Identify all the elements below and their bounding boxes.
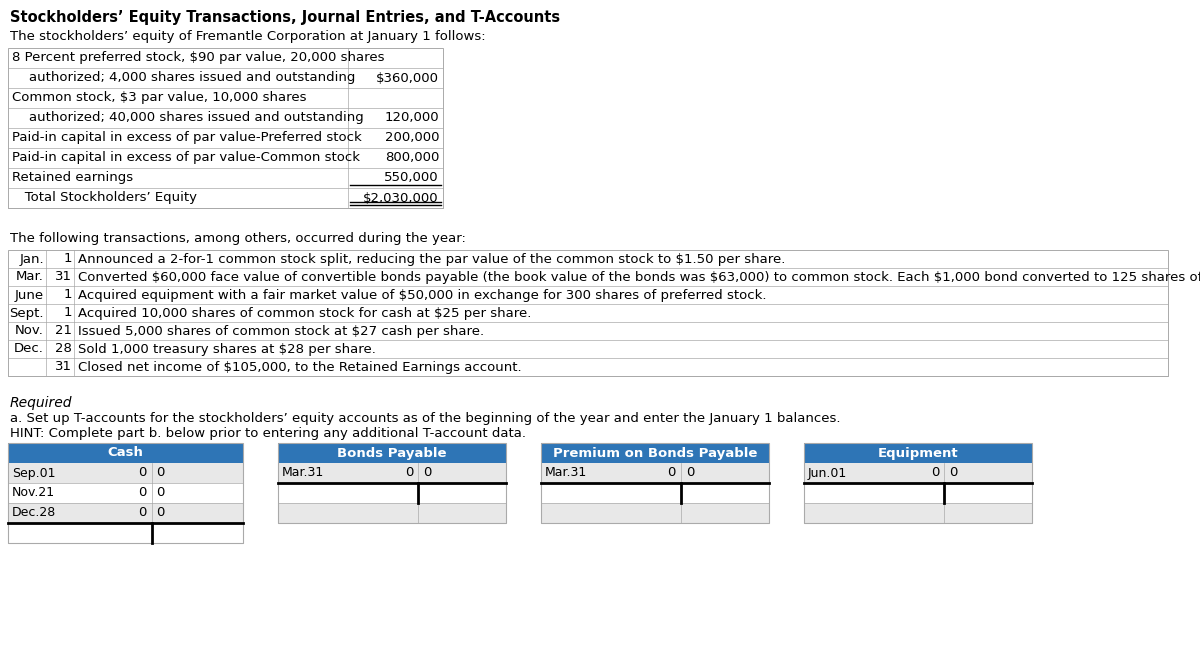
Text: 200,000: 200,000: [384, 132, 439, 145]
Text: 0: 0: [138, 487, 146, 500]
Text: 1: 1: [64, 288, 72, 301]
Bar: [278, 503, 506, 523]
Text: Retained earnings: Retained earnings: [12, 172, 133, 185]
Text: 0: 0: [667, 466, 676, 479]
Text: Mar.: Mar.: [16, 271, 44, 284]
Text: Premium on Bonds Payable: Premium on Bonds Payable: [553, 447, 757, 460]
Text: 0: 0: [931, 466, 940, 479]
Text: Jun.01: Jun.01: [808, 466, 847, 479]
Text: Dec.28: Dec.28: [12, 506, 56, 519]
Text: Sep.01: Sep.01: [12, 466, 55, 479]
Text: authorized; 40,000 shares issued and outstanding: authorized; 40,000 shares issued and out…: [12, 111, 364, 124]
Text: Acquired 10,000 shares of common stock for cash at $25 per share.: Acquired 10,000 shares of common stock f…: [78, 307, 532, 320]
Text: Equipment: Equipment: [877, 447, 959, 460]
Bar: [278, 443, 506, 523]
Text: Dec.: Dec.: [14, 343, 44, 356]
Bar: [541, 443, 769, 523]
Text: Stockholders’ Equity Transactions, Journal Entries, and T-Accounts: Stockholders’ Equity Transactions, Journ…: [10, 10, 560, 25]
Text: Cash: Cash: [108, 447, 144, 460]
Bar: [278, 463, 506, 483]
Bar: [8, 483, 242, 503]
Text: authorized; 4,000 shares issued and outstanding: authorized; 4,000 shares issued and outs…: [12, 71, 355, 84]
Text: The stockholders’ equity of Fremantle Corporation at January 1 follows:: The stockholders’ equity of Fremantle Co…: [10, 30, 486, 43]
Bar: [8, 443, 242, 543]
Text: June: June: [14, 288, 44, 301]
Bar: [8, 503, 242, 523]
Text: Mar.31: Mar.31: [545, 466, 587, 479]
Bar: [541, 483, 769, 503]
Text: 800,000: 800,000: [385, 151, 439, 164]
Text: Paid-in capital in excess of par value-Preferred stock: Paid-in capital in excess of par value-P…: [12, 132, 361, 145]
Text: Jan.: Jan.: [19, 252, 44, 265]
Bar: [8, 250, 1168, 376]
Text: 550,000: 550,000: [384, 172, 439, 185]
Bar: [8, 48, 443, 208]
Bar: [541, 463, 769, 483]
Bar: [804, 503, 1032, 523]
Text: Mar.31: Mar.31: [282, 466, 324, 479]
Bar: [804, 443, 1032, 523]
Text: Bonds Payable: Bonds Payable: [337, 447, 446, 460]
Text: 8 Percent preferred stock, $90 par value, 20,000 shares: 8 Percent preferred stock, $90 par value…: [12, 52, 384, 64]
Text: 31: 31: [55, 271, 72, 284]
Text: 120,000: 120,000: [384, 111, 439, 124]
Text: a. Set up T-accounts for the stockholders’ equity accounts as of the beginning o: a. Set up T-accounts for the stockholder…: [10, 412, 840, 425]
Text: 0: 0: [949, 466, 958, 479]
Text: 21: 21: [55, 324, 72, 337]
Text: 0: 0: [156, 506, 164, 519]
Text: 0: 0: [686, 466, 695, 479]
Text: Acquired equipment with a fair market value of $50,000 in exchange for 300 share: Acquired equipment with a fair market va…: [78, 288, 767, 301]
Bar: [804, 443, 1032, 463]
Text: 0: 0: [138, 466, 146, 479]
Bar: [8, 463, 242, 483]
Text: Sold 1,000 treasury shares at $28 per share.: Sold 1,000 treasury shares at $28 per sh…: [78, 343, 376, 356]
Bar: [278, 483, 506, 503]
Text: Total Stockholders’ Equity: Total Stockholders’ Equity: [12, 191, 197, 204]
Bar: [8, 443, 242, 463]
Text: Converted $60,000 face value of convertible bonds payable (the book value of the: Converted $60,000 face value of converti…: [78, 271, 1200, 284]
Text: $360,000: $360,000: [376, 71, 439, 84]
Text: Issued 5,000 shares of common stock at $27 cash per share.: Issued 5,000 shares of common stock at $…: [78, 324, 484, 337]
Text: 0: 0: [156, 487, 164, 500]
Bar: [541, 443, 769, 463]
Text: Sept.: Sept.: [10, 307, 44, 320]
Text: HINT: Complete part b. below prior to entering any additional T-account data.: HINT: Complete part b. below prior to en…: [10, 427, 526, 440]
Text: 31: 31: [55, 360, 72, 373]
Text: 1: 1: [64, 252, 72, 265]
Text: 0: 0: [424, 466, 431, 479]
Text: Nov.: Nov.: [16, 324, 44, 337]
Bar: [278, 443, 506, 463]
Text: Paid-in capital in excess of par value-Common stock: Paid-in capital in excess of par value-C…: [12, 151, 360, 164]
Text: Announced a 2-for-1 common stock split, reducing the par value of the common sto: Announced a 2-for-1 common stock split, …: [78, 252, 785, 265]
Text: Common stock, $3 par value, 10,000 shares: Common stock, $3 par value, 10,000 share…: [12, 92, 306, 105]
Text: 0: 0: [404, 466, 413, 479]
Text: Closed net income of $105,000, to the Retained Earnings account.: Closed net income of $105,000, to the Re…: [78, 360, 522, 373]
Text: Nov.21: Nov.21: [12, 487, 55, 500]
Text: 1: 1: [64, 307, 72, 320]
Text: 0: 0: [138, 506, 146, 519]
Text: The following transactions, among others, occurred during the year:: The following transactions, among others…: [10, 232, 466, 245]
Text: $2,030,000: $2,030,000: [364, 191, 439, 204]
Text: 0: 0: [156, 466, 164, 479]
Bar: [804, 483, 1032, 503]
Bar: [8, 523, 242, 543]
Text: 28: 28: [55, 343, 72, 356]
Bar: [804, 463, 1032, 483]
Bar: [541, 503, 769, 523]
Text: Required: Required: [10, 396, 72, 410]
